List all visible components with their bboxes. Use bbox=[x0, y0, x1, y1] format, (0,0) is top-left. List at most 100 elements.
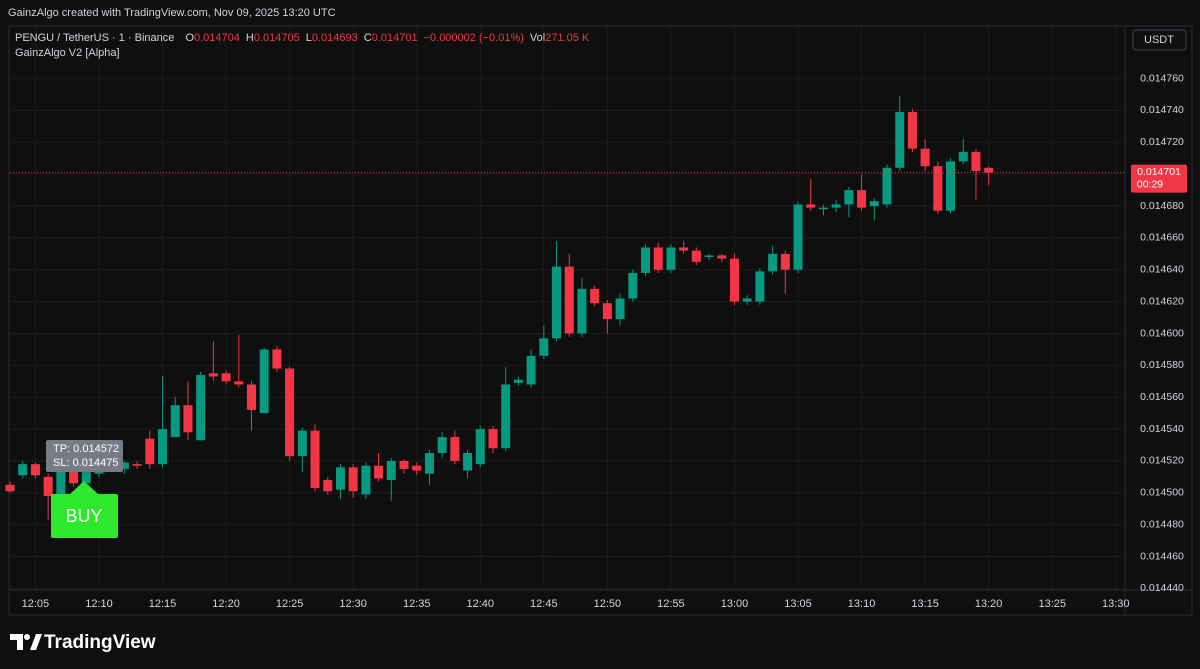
candle-body bbox=[895, 112, 905, 168]
candle-body bbox=[297, 430, 307, 457]
candle-body bbox=[259, 349, 269, 414]
candle-body bbox=[882, 167, 892, 205]
tp-sl-box bbox=[46, 440, 123, 472]
x-tick-label: 13:30 bbox=[1102, 598, 1130, 610]
volume: 271.05 K bbox=[545, 32, 590, 44]
candle-body bbox=[18, 464, 28, 476]
y-tick-label: 0.014440 bbox=[1140, 582, 1184, 594]
candle-body bbox=[399, 460, 409, 469]
candle-body bbox=[221, 373, 231, 382]
buy-label: BUY bbox=[65, 506, 102, 526]
candle-body bbox=[69, 470, 79, 484]
candle-body bbox=[869, 201, 879, 207]
brand: TradingView bbox=[44, 632, 156, 653]
y-tick-label: 0.014600 bbox=[1140, 327, 1184, 339]
price-tag-label: 0.014701 bbox=[1137, 166, 1181, 178]
ohlc-value: 0.014693 bbox=[312, 32, 358, 44]
x-tick-label: 13:25 bbox=[1038, 598, 1066, 610]
y-tick-label: 0.014460 bbox=[1140, 550, 1184, 562]
currency[interactable]: USDT bbox=[1144, 34, 1174, 46]
x-tick-label: 12:05 bbox=[22, 598, 50, 610]
x-tick-label: 12:35 bbox=[403, 598, 431, 610]
candle-body bbox=[946, 161, 956, 211]
candle-body bbox=[755, 271, 765, 302]
candle-body bbox=[335, 467, 345, 490]
candle-body bbox=[234, 381, 244, 385]
x-tick-label: 13:10 bbox=[848, 598, 876, 610]
candle-body bbox=[768, 253, 778, 272]
candle-body bbox=[246, 384, 256, 410]
candle-body bbox=[844, 190, 854, 205]
candle-body bbox=[628, 272, 638, 299]
candles bbox=[5, 96, 1125, 520]
y-tick-label: 0.014680 bbox=[1140, 200, 1184, 212]
buy-box bbox=[51, 494, 118, 538]
candle-body bbox=[196, 374, 206, 441]
candle-body bbox=[653, 247, 663, 270]
candle-body bbox=[119, 462, 129, 469]
y-tick-label: 0.014620 bbox=[1140, 295, 1184, 307]
x-tick-label: 13:05 bbox=[784, 598, 812, 610]
y-tick-label: 0.014760 bbox=[1140, 72, 1184, 84]
candle-body bbox=[564, 266, 574, 334]
candle-body bbox=[285, 368, 295, 457]
y-tick-label: 0.014740 bbox=[1140, 104, 1184, 116]
candle-body bbox=[81, 472, 91, 484]
candle-body bbox=[793, 204, 803, 270]
x-tick-label: 12:10 bbox=[85, 598, 113, 610]
x-tick-label: 12:40 bbox=[467, 598, 495, 610]
currency-button[interactable] bbox=[1132, 29, 1187, 51]
y-tick-label: 0.014560 bbox=[1140, 391, 1184, 403]
candle-body bbox=[933, 166, 943, 211]
candle-body bbox=[513, 379, 523, 383]
candle-body bbox=[132, 464, 142, 466]
ohlc-key: H bbox=[246, 32, 254, 44]
candle-body bbox=[857, 190, 867, 208]
ohlc-key: C bbox=[364, 32, 372, 44]
header: PENGU / TetherUS · 1 · Binance O0.014704… bbox=[15, 32, 590, 44]
x-tick-label: 13:20 bbox=[975, 598, 1003, 610]
ohlc-key: O bbox=[185, 32, 194, 44]
candle-body bbox=[5, 484, 15, 492]
candle-body bbox=[475, 429, 485, 465]
price-countdown: 00:29 bbox=[1137, 178, 1163, 190]
y-tick-label: 0.014520 bbox=[1140, 455, 1184, 467]
candle-body bbox=[602, 303, 612, 320]
candle-body bbox=[806, 204, 816, 208]
candle-body bbox=[272, 349, 282, 369]
x-tick-label: 12:45 bbox=[530, 598, 558, 610]
x-tick-label: 12:55 bbox=[657, 598, 685, 610]
candle-body bbox=[94, 470, 104, 474]
sl-label: SL: 0.014475 bbox=[53, 457, 118, 469]
y-tick-label: 0.014720 bbox=[1140, 136, 1184, 148]
y-tick-label: 0.014640 bbox=[1140, 264, 1184, 276]
y-tick-label: 0.014580 bbox=[1140, 359, 1184, 371]
candle-body bbox=[958, 151, 968, 162]
y-tick-label: 0.014480 bbox=[1140, 518, 1184, 530]
candle-body bbox=[348, 467, 358, 492]
buy-arrow bbox=[70, 481, 98, 494]
candle-body bbox=[463, 452, 473, 471]
price-tag bbox=[1131, 164, 1187, 193]
candle-body bbox=[424, 452, 434, 474]
x-tick-label: 13:15 bbox=[911, 598, 939, 610]
chart-panel bbox=[8, 25, 1193, 616]
candle-body bbox=[374, 465, 384, 479]
candle-body bbox=[170, 405, 180, 438]
candle-body bbox=[666, 247, 676, 270]
candle-body bbox=[386, 460, 396, 481]
candle-body bbox=[691, 250, 701, 262]
candle-body bbox=[208, 373, 218, 377]
candle-body bbox=[450, 437, 460, 461]
candle-body bbox=[501, 384, 511, 449]
candle-body bbox=[780, 253, 790, 270]
candle-body bbox=[907, 112, 917, 149]
candle-body bbox=[831, 204, 841, 208]
candle-body bbox=[742, 298, 752, 302]
x-tick-label: 12:15 bbox=[149, 598, 177, 610]
candle-body bbox=[145, 438, 155, 465]
candle-body bbox=[818, 207, 828, 210]
change: −0.000002 (−0.01%) bbox=[424, 32, 524, 44]
candle-body bbox=[679, 247, 689, 251]
candle-body bbox=[615, 298, 625, 320]
